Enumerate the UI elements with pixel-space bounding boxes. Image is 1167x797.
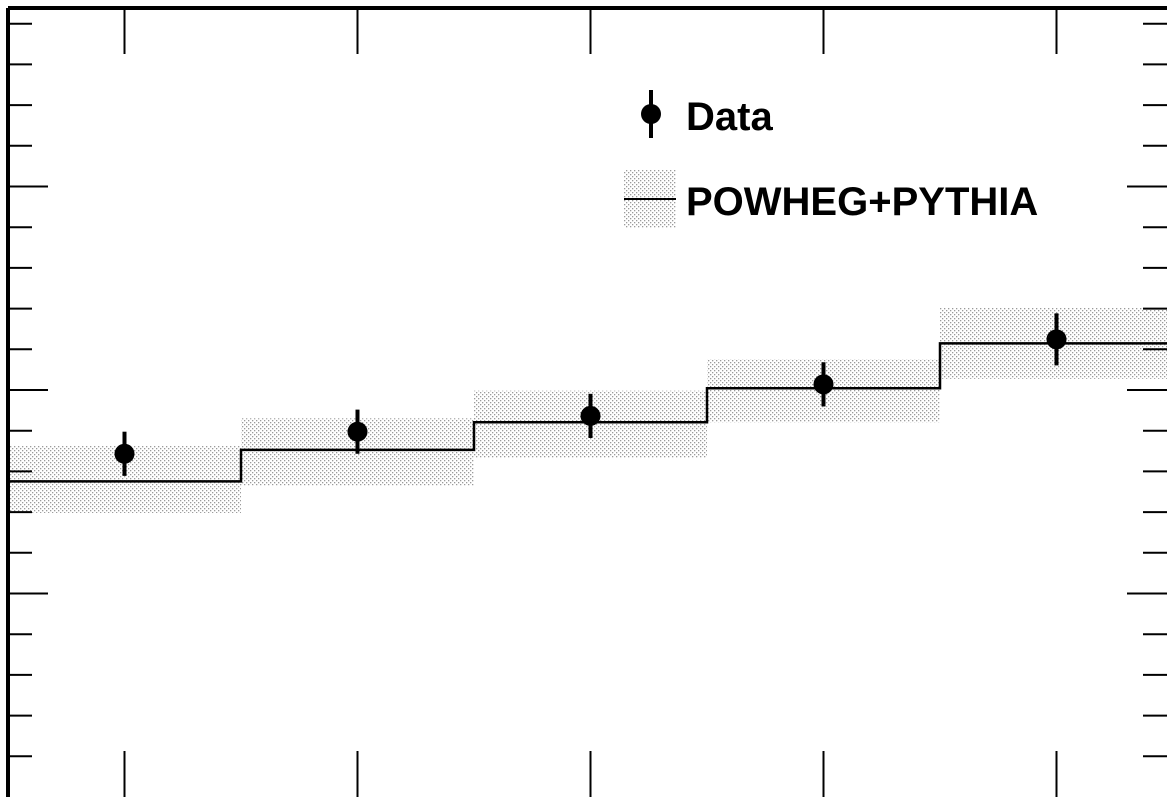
legend-label-powheg: POWHEG+PYTHIA xyxy=(686,180,1038,224)
legend-entry-data: Data xyxy=(641,90,773,139)
legend-entry-powheg: POWHEG+PYTHIA xyxy=(624,170,1038,228)
legend-label-data: Data xyxy=(686,95,773,139)
axis-ticks xyxy=(8,8,1167,797)
legend-data-marker xyxy=(641,104,661,124)
data-point-5 xyxy=(1046,329,1067,350)
legend: Data POWHEG+PYTHIA xyxy=(624,90,1038,228)
data-point-3 xyxy=(580,405,601,426)
data-point-1 xyxy=(114,443,135,464)
data-point-4 xyxy=(813,374,834,395)
data-points xyxy=(114,313,1067,476)
data-point-2 xyxy=(347,421,368,442)
